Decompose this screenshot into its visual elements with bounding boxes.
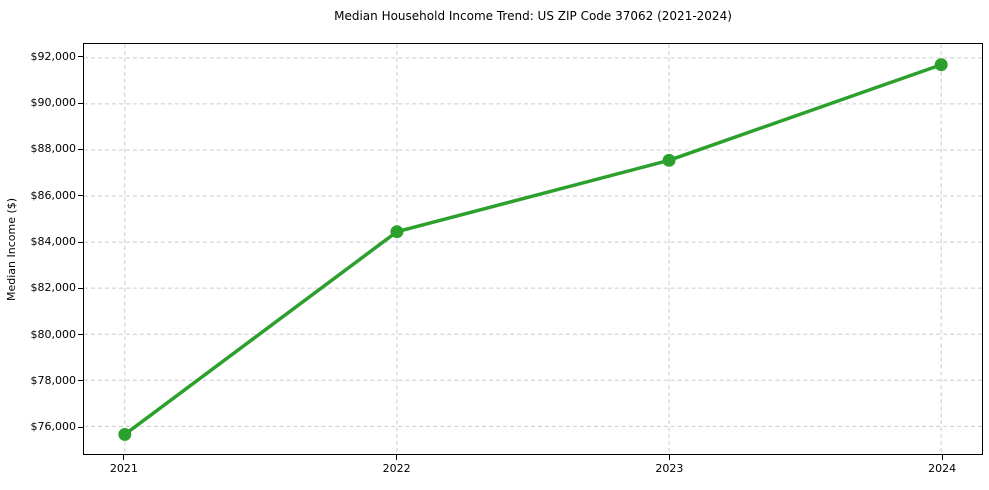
x-tick-label: 2023 xyxy=(655,462,684,475)
x-tick-label: 2024 xyxy=(928,462,957,475)
y-tick-mark xyxy=(78,334,83,336)
y-tick-label: $80,000 xyxy=(30,327,77,341)
y-tick-mark xyxy=(78,148,83,150)
y-tick-mark xyxy=(78,56,83,58)
x-tick-mark xyxy=(668,455,670,460)
y-tick-label: $86,000 xyxy=(30,188,77,202)
data-point-marker xyxy=(390,225,404,239)
data-point-marker xyxy=(934,58,948,72)
y-tick-label: $92,000 xyxy=(30,49,77,63)
y-tick-label: $82,000 xyxy=(30,281,77,295)
y-tick-mark xyxy=(78,195,83,197)
y-tick-mark xyxy=(78,380,83,382)
plot-area xyxy=(83,43,983,455)
y-tick-label: $78,000 xyxy=(30,373,77,387)
data-point-marker xyxy=(118,427,132,441)
x-tick-mark xyxy=(123,455,125,460)
data-point-marker xyxy=(662,153,676,167)
line-chart-svg xyxy=(84,44,982,454)
x-tick-label: 2021 xyxy=(109,462,138,475)
y-tick-mark xyxy=(78,287,83,289)
y-tick-label: $84,000 xyxy=(30,235,77,249)
x-tick-label: 2022 xyxy=(382,462,411,475)
y-tick-label: $88,000 xyxy=(30,142,77,156)
y-tick-mark xyxy=(78,241,83,243)
y-tick-label: $90,000 xyxy=(30,96,77,110)
trend-line xyxy=(123,62,943,437)
y-tick-label: $76,000 xyxy=(30,420,77,434)
chart-title: Median Household Income Trend: US ZIP Co… xyxy=(334,9,732,23)
y-tick-mark xyxy=(78,426,83,428)
x-tick-mark xyxy=(396,455,398,460)
x-tick-mark xyxy=(941,455,943,460)
y-tick-mark xyxy=(78,102,83,104)
